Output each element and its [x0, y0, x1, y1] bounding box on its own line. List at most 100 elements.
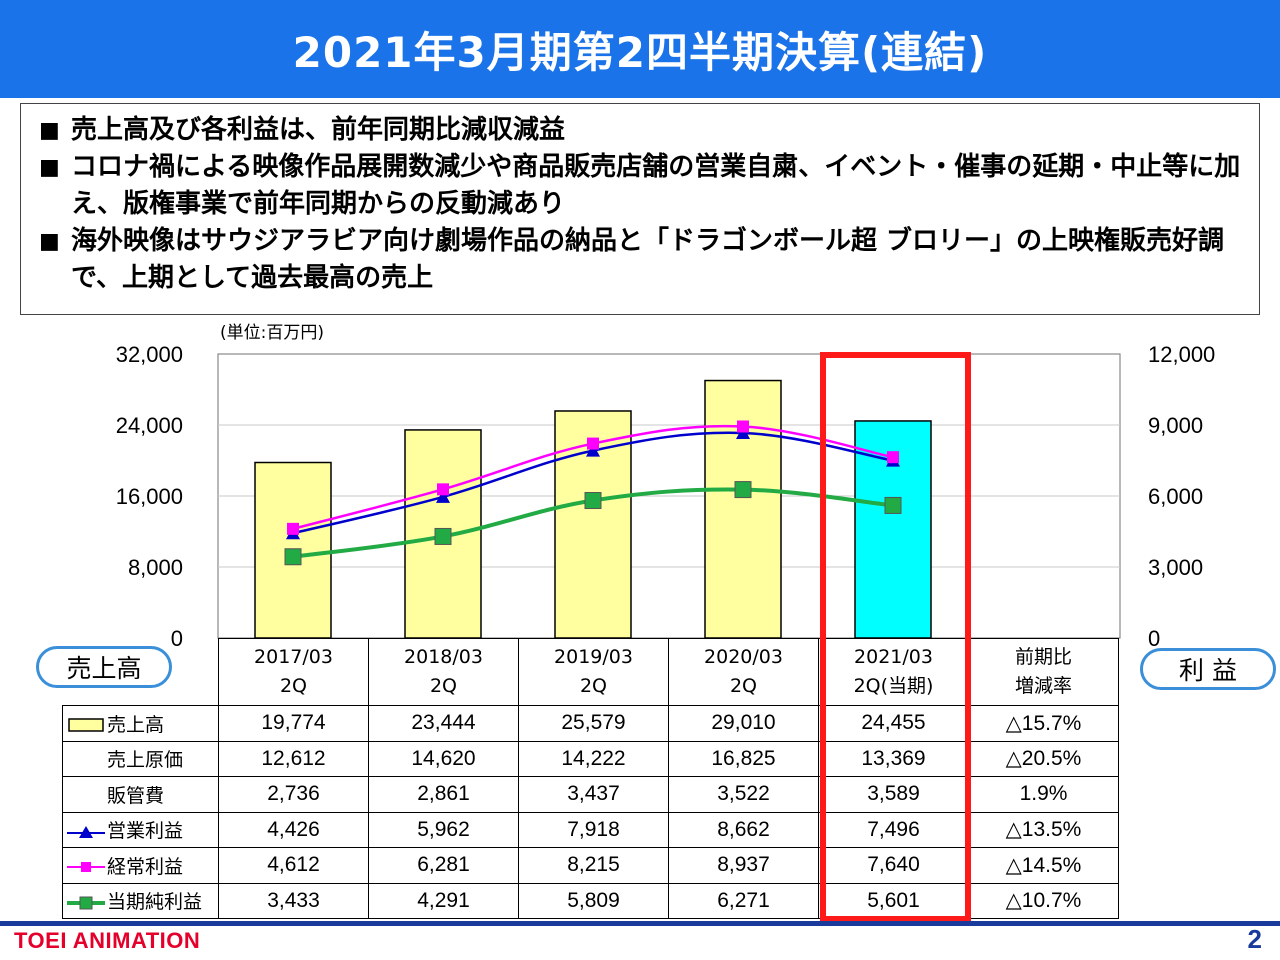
unit-label: (単位:百万円): [220, 323, 324, 343]
table-cell: 12,612: [218, 740, 369, 777]
header-line: 2018/03: [404, 646, 483, 668]
table-body: 売上高 19,774 23,444 25,579 29,010 24,455 △15.7% 売…: [62, 705, 1119, 919]
table-cell: 1.9%: [968, 776, 1119, 813]
bar: [404, 429, 482, 639]
header-line: 増減率: [1014, 675, 1072, 697]
bullet-square-icon: ■: [39, 155, 60, 180]
series-line: [292, 431, 894, 535]
table-header: 前期比 増減率: [968, 638, 1119, 706]
table-cell: 13,369: [818, 740, 969, 777]
row-label-cell: 経常利益: [62, 847, 219, 884]
right-axis-name-pill: 利 益: [1140, 648, 1276, 690]
table-cell: 14,620: [368, 740, 519, 777]
table-cell: 4,426: [218, 811, 369, 848]
header-line: 2Q(当期): [853, 675, 934, 697]
row-label: 販管費: [107, 784, 165, 807]
bar: [854, 420, 932, 639]
table-cell: 8,215: [518, 847, 669, 884]
summary-bullet-text: 売上高及び各利益は、前年同期比減収減益: [71, 115, 566, 145]
table-cell: 5,809: [518, 882, 669, 919]
data-table: 2017/03 2Q 2018/03 2Q 2019/03 2Q 2020/03 2Q …: [62, 638, 1119, 919]
table-cell: 5,601: [818, 882, 969, 919]
summary-bullet-text: コロナ禍による映像作品展開数減少や商品販売店舗の営業自粛、イベント・催事の延期・…: [71, 152, 1241, 219]
left-tick-label: 32,000: [116, 342, 183, 367]
table-header: 2020/03 2Q: [668, 638, 819, 706]
header-line: 2Q: [429, 675, 458, 697]
table-cell: △15.7%: [968, 705, 1119, 742]
table-cell: 5,962: [368, 811, 519, 848]
table-cell: 7,640: [818, 847, 969, 884]
triangle-legend-icon: [67, 825, 105, 838]
table-cell: 3,437: [518, 776, 669, 813]
header-line: 2Q: [279, 675, 308, 697]
table-header-row: 2017/03 2Q 2018/03 2Q 2019/03 2Q 2020/03 2Q …: [62, 638, 1119, 706]
data-point-marker: [736, 425, 750, 439]
table-cell: 6,281: [368, 847, 519, 884]
header-line: 2017/03: [254, 646, 333, 668]
header-line: 2019/03: [554, 646, 633, 668]
summary-box: ■ 売上高及び各利益は、前年同期比減収減益 ■ コロナ禍による映像作品展開数減少…: [20, 103, 1260, 315]
table-cell: 25,579: [518, 705, 669, 742]
table-row: 売上高 19,774 23,444 25,579 29,010 24,455 △15.7%: [62, 705, 1119, 742]
bullet-square-icon: ■: [39, 118, 60, 143]
row-label: 売上高: [107, 713, 165, 736]
table-cell: 2,861: [368, 776, 519, 813]
table-header: 2018/03 2Q: [368, 638, 519, 706]
table-cell: △13.5%: [968, 811, 1119, 848]
right-tick-label: 6,000: [1148, 484, 1203, 509]
table-cell: △14.5%: [968, 847, 1119, 884]
row-label-cell: 販管費: [62, 776, 219, 813]
data-point-marker: [286, 526, 300, 540]
table-row: 当期純利益 3,433 4,291 5,809 6,271 5,601 △10.7%: [62, 882, 1119, 919]
square-legend-icon: [67, 896, 105, 910]
series-line: [292, 487, 894, 559]
table-cell: 19,774: [218, 705, 369, 742]
plot-area: [217, 353, 1121, 639]
data-point-marker: [284, 548, 302, 566]
data-point-marker: [884, 496, 902, 514]
table-cell: 29,010: [668, 705, 819, 742]
table-cell: 4,612: [218, 847, 369, 884]
data-point-marker: [586, 443, 600, 457]
header-line: 2020/03: [704, 646, 783, 668]
bar: [704, 379, 782, 639]
summary-bullet: ■ 海外映像はサウジアラビア向け劇場作品の納品と「ドラゴンボール超 ブロリー」の…: [39, 223, 1241, 297]
summary-bullet: ■ 売上高及び各利益は、前年同期比減収減益: [39, 112, 1241, 149]
table-cell: △10.7%: [968, 882, 1119, 919]
data-point-marker: [734, 481, 752, 499]
header-line: 2Q: [729, 675, 758, 697]
table-cell: 4,291: [368, 882, 519, 919]
table-cell: 24,455: [818, 705, 969, 742]
page-number: 2: [1247, 924, 1262, 954]
table-cell: 6,271: [668, 882, 819, 919]
table-row: 売上原価 12,612 14,620 14,222 16,825 13,369 △20.5%: [62, 740, 1119, 777]
left-tick-label: 24,000: [116, 413, 183, 438]
right-tick-label: 3,000: [1148, 555, 1203, 580]
row-label: 経常利益: [107, 855, 184, 878]
bullet-square-icon: ■: [39, 229, 60, 254]
data-point-marker: [584, 492, 602, 510]
table-cell: 16,825: [668, 740, 819, 777]
row-label-cell: 売上原価: [62, 740, 219, 777]
table-cell: △20.5%: [968, 740, 1119, 777]
footer-brand-logo: TOEI ANIMATION: [14, 928, 201, 953]
data-point-marker: [436, 489, 450, 503]
table-cell: 3,522: [668, 776, 819, 813]
right-tick-label: 12,000: [1148, 342, 1215, 367]
table-header: 2021/03 2Q(当期): [818, 638, 969, 706]
page-title: 2021年3月期第2四半期決算(連結): [292, 27, 988, 77]
table-row: 営業利益 4,426 5,962 7,918 8,662 7,496 △13.5%: [62, 811, 1119, 848]
bar-legend-icon: [68, 718, 104, 732]
left-tick-label: 16,000: [116, 484, 183, 509]
table-row: 販管費 2,736 2,861 3,437 3,522 3,589 1.9%: [62, 776, 1119, 813]
row-label-cell: 売上高: [62, 705, 219, 742]
bar: [554, 410, 632, 639]
table-header: 2017/03 2Q: [218, 638, 369, 706]
data-point-marker: [886, 453, 900, 467]
square-legend-icon: [67, 862, 105, 873]
table-cell: 3,589: [818, 776, 969, 813]
left-tick-label: 8,000: [128, 555, 183, 580]
data-point-marker: [437, 483, 449, 496]
header-line: 前期比: [1014, 646, 1072, 668]
table-cell: 14,222: [518, 740, 669, 777]
